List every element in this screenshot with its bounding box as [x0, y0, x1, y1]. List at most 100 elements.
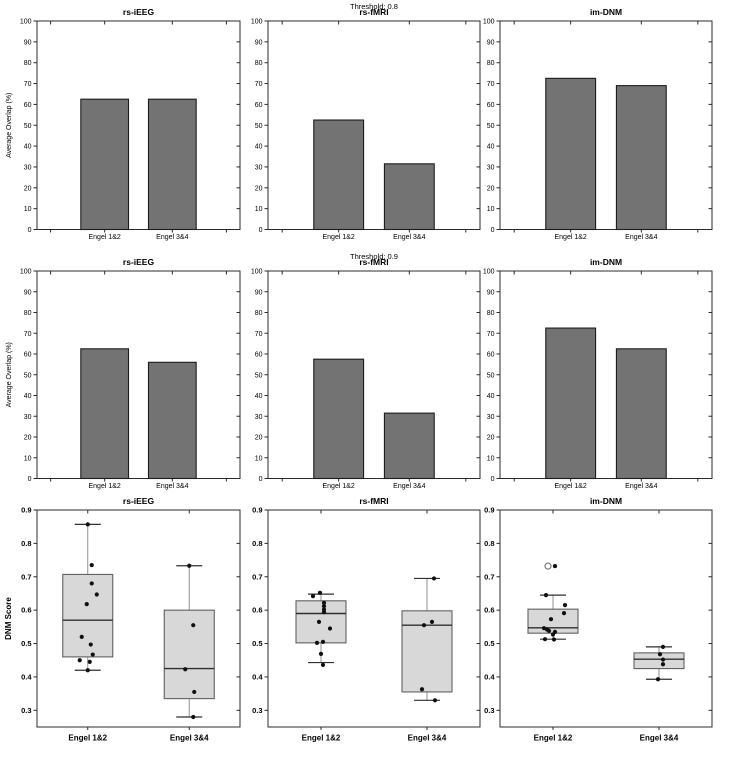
y-tick-label: 80 [487, 60, 495, 67]
data-point [79, 634, 84, 639]
data-point [318, 651, 324, 656]
y-tick-label: 10 [255, 455, 263, 462]
y-tick-label: 30 [24, 414, 32, 421]
y-tick-label: 50 [487, 372, 495, 379]
y-tick-label: 100 [251, 19, 263, 26]
y-tick-label: 0.6 [252, 606, 262, 615]
y-tick-label: 0.4 [252, 672, 263, 681]
y-tick-label: 100 [483, 19, 495, 26]
bar-Engel 1&2 [313, 119, 365, 231]
x-category-label: Engel 3&4 [640, 734, 679, 743]
iqr-box [62, 573, 114, 658]
bar-Engel 3&4 [383, 163, 435, 231]
y-tick-label: 20 [24, 185, 32, 192]
panel-title: rs-fMRI [359, 496, 388, 506]
y-tick-label: 40 [255, 144, 263, 151]
bar-Engel 3&4 [615, 348, 667, 480]
y-tick-label: 0.4 [21, 672, 32, 681]
y-tick-label: 60 [487, 102, 495, 109]
suptitle-threshold-1: Threshold: 0.9 [350, 252, 398, 261]
y-tick-label: 0 [259, 476, 263, 483]
panel-rs-iEEG-row2: 0.3 0.4 0.5 0.6 0.7 0.8 0.9 rs-iEEG DNM Score Eng… [4, 496, 241, 743]
y-tick-label: 10 [24, 455, 32, 462]
iqr-box [527, 608, 579, 634]
y-tick-label: 0.5 [21, 639, 31, 648]
y-tick-label: 0.3 [21, 706, 31, 715]
x-category-label: Engel 1&2 [555, 483, 587, 490]
panel-rs-iEEG-row0: 0 10 20 30 40 50 60 70 80 90 100 rs-iEEG Average Ove… [6, 7, 241, 241]
data-point [546, 628, 552, 633]
x-category-label: Engel 1&2 [555, 234, 587, 241]
y-tick-label: 70 [255, 81, 263, 88]
x-category-label: Engel 3&4 [156, 234, 188, 241]
data-point [321, 610, 327, 615]
y-tick-label: 60 [487, 352, 495, 359]
data-point [429, 619, 435, 624]
outlier-marker [544, 562, 552, 570]
y-tick-label: 40 [24, 144, 32, 151]
data-point [88, 642, 93, 647]
data-point [655, 677, 661, 682]
panel-title: rs-iEEG [123, 7, 155, 17]
y-tick-label: 0.7 [484, 572, 494, 581]
bar-Engel 3&4 [147, 361, 197, 480]
y-tick-label: 70 [24, 81, 32, 88]
panel-rs-fMRI-row1: 0 10 20 30 40 50 60 70 80 90 100 rs-fMRI Engel 1&2 En… [251, 257, 481, 490]
panel-rs-fMRI-row2: 0.3 0.4 0.5 0.6 0.7 0.8 0.9 rs-fMRI Engel 1&2 Eng… [252, 496, 481, 743]
data-point [551, 637, 557, 642]
data-point [320, 639, 326, 644]
panel-title: rs-iEEG [123, 257, 155, 267]
y-tick-label: 70 [24, 331, 32, 338]
panel-title: rs-iEEG [123, 496, 155, 506]
y-tick-label: 0.7 [21, 572, 31, 581]
y-tick-label: 70 [255, 331, 263, 338]
panel-title: im-DNM [590, 257, 622, 267]
y-tick-label: 100 [20, 19, 32, 26]
y-axis-label: Average Overlap (%) [6, 93, 13, 158]
data-point [94, 592, 99, 597]
y-tick-label: 30 [487, 164, 495, 171]
y-tick-label: 0.8 [484, 539, 494, 548]
x-category-label: Engel 1&2 [302, 734, 341, 743]
y-tick-label: 0.8 [252, 539, 262, 548]
data-point [657, 652, 663, 657]
y-tick-label: 50 [255, 372, 263, 379]
y-tick-label: 20 [24, 435, 32, 442]
x-category-label: Engel 3&4 [408, 734, 447, 743]
y-tick-label: 40 [487, 393, 495, 400]
y-tick-label: 60 [24, 352, 32, 359]
data-point [187, 563, 192, 568]
y-tick-label: 0 [28, 227, 32, 234]
y-tick-label: 40 [487, 144, 495, 151]
data-point [191, 623, 196, 628]
y-tick-label: 60 [255, 352, 263, 359]
y-tick-label: 0.7 [252, 572, 262, 581]
x-category-label: Engel 1&2 [323, 234, 355, 241]
panel-title: rs-fMRI [359, 257, 388, 267]
y-tick-label: 0.5 [252, 639, 262, 648]
y-tick-label: 0.8 [21, 539, 31, 548]
data-point [77, 658, 82, 663]
y-tick-label: 30 [24, 164, 32, 171]
data-point [660, 662, 666, 667]
x-category-label: Engel 1&2 [323, 483, 355, 490]
y-tick-label: 90 [255, 289, 263, 296]
data-point [89, 562, 94, 568]
y-tick-label: 0.5 [484, 639, 494, 648]
x-category-label: Engel 3&4 [393, 234, 425, 241]
data-point [548, 617, 554, 622]
x-category-label: Engel 1&2 [534, 734, 573, 743]
data-point [85, 522, 90, 527]
data-point [316, 619, 322, 624]
y-tick-label: 80 [487, 310, 495, 317]
data-point [421, 623, 427, 628]
data-point [321, 604, 327, 609]
data-point [314, 640, 320, 645]
data-point [310, 594, 316, 599]
iqr-box [401, 610, 453, 693]
data-point [562, 603, 568, 608]
y-tick-label: 50 [255, 123, 263, 130]
axes-box [267, 270, 481, 479]
x-category-label: Engel 3&4 [625, 234, 657, 241]
y-tick-label: 30 [255, 164, 263, 171]
